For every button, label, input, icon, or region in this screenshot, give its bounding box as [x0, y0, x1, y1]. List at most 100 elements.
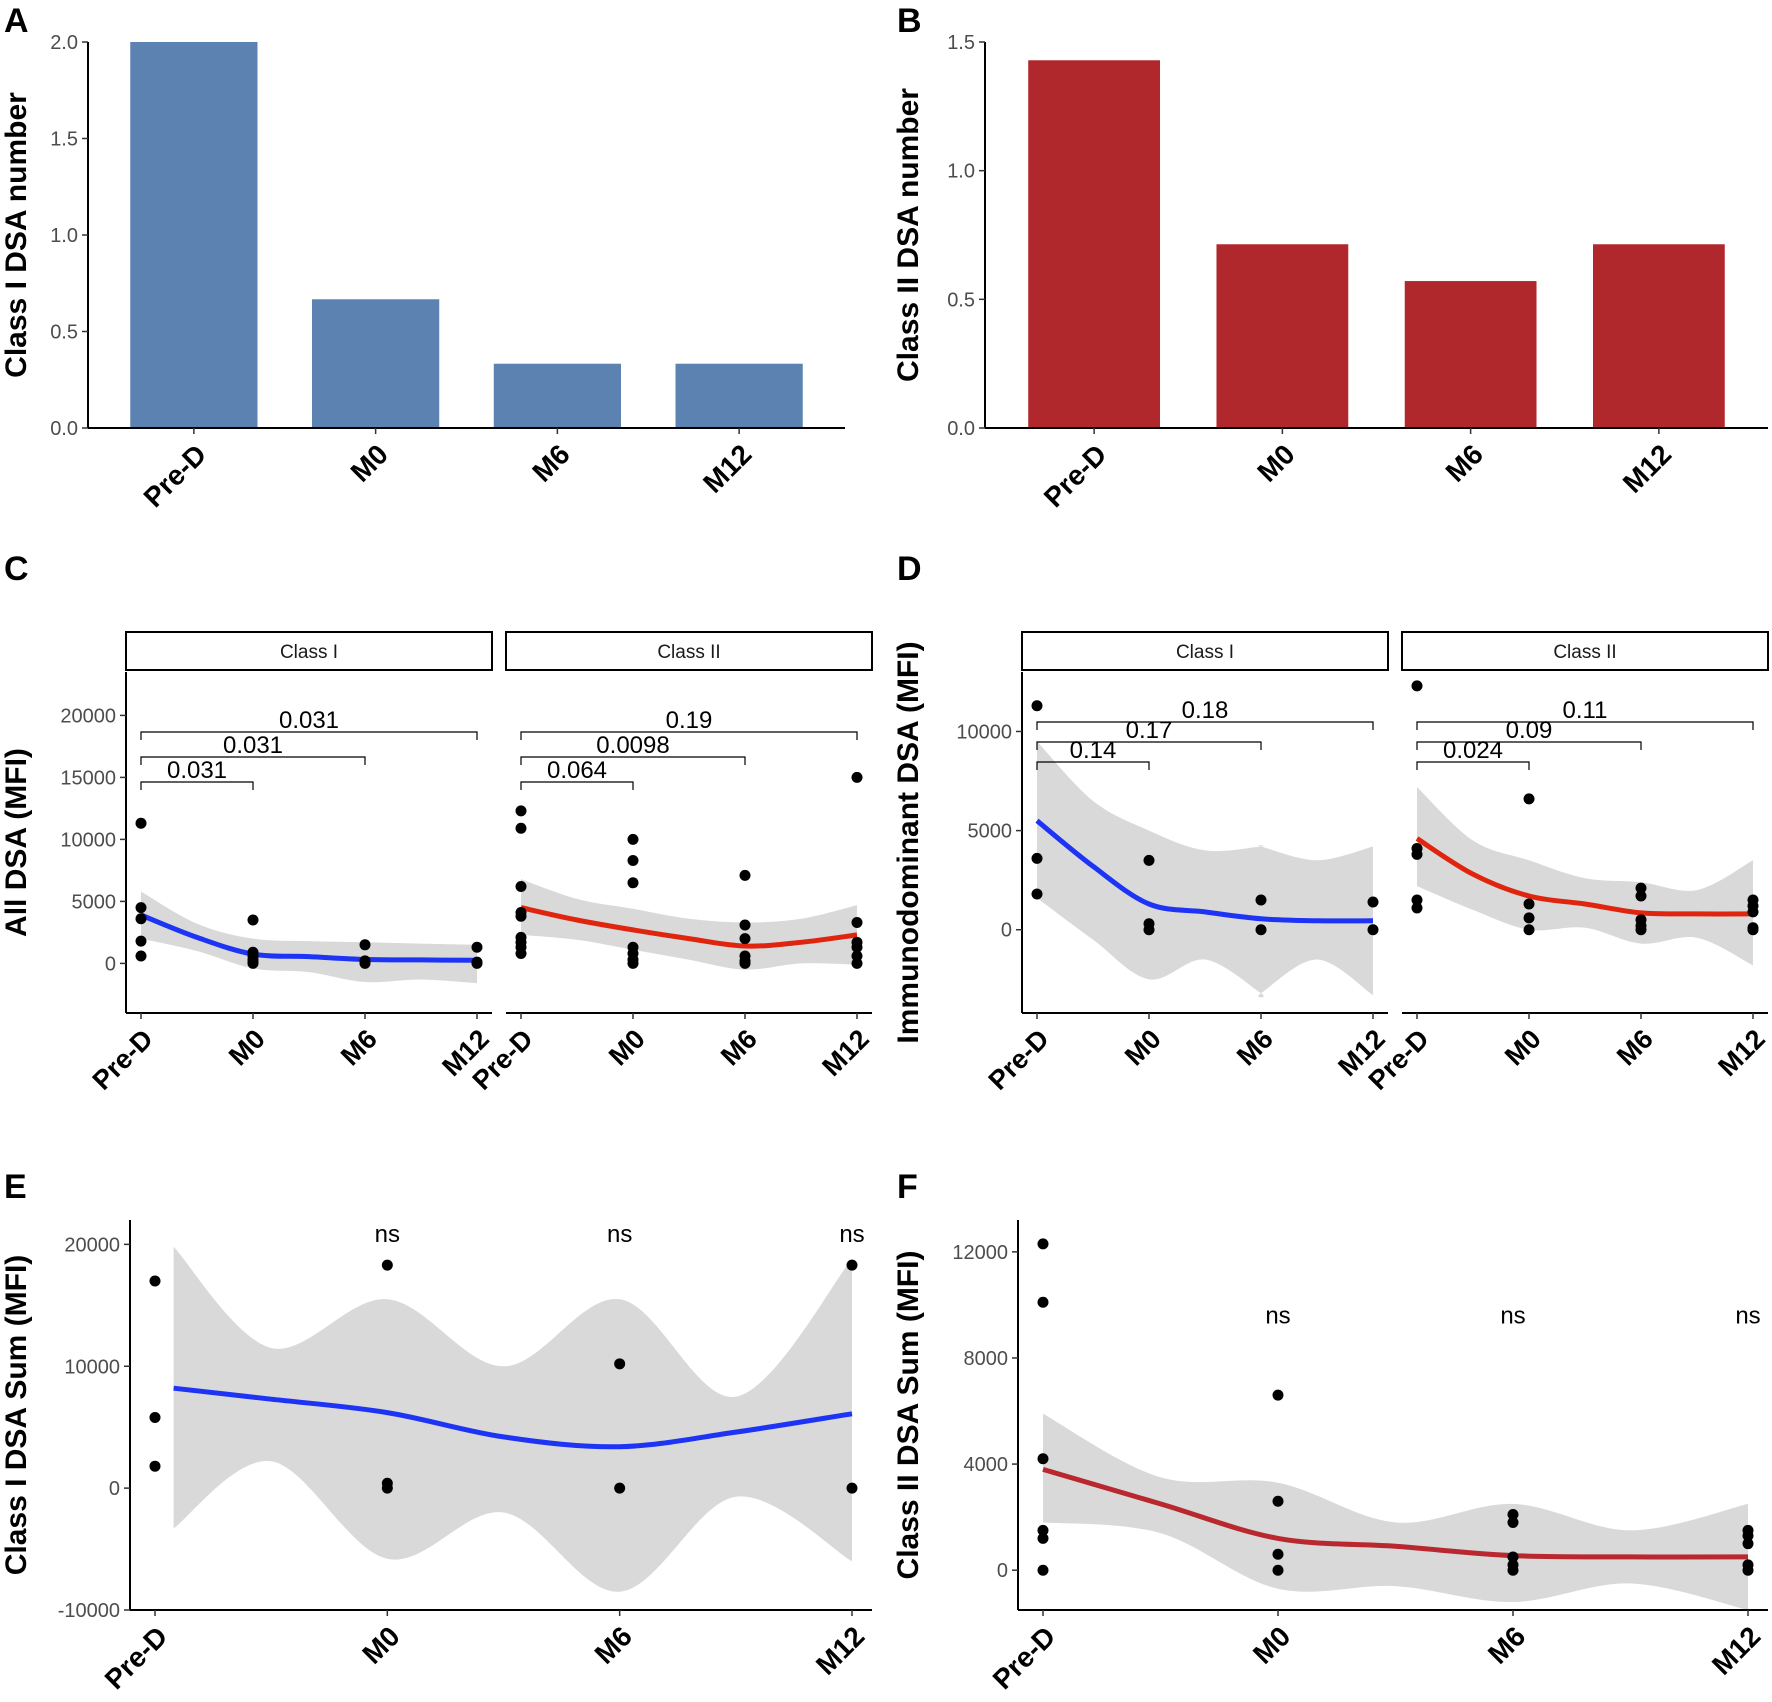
x-tick-label: M0	[603, 1024, 651, 1072]
significance-bracket	[1416, 761, 1530, 770]
y-axis-title: Class II DSA Sum (MFI)	[892, 1251, 925, 1580]
data-point	[1031, 888, 1043, 900]
data-point	[1507, 1516, 1519, 1528]
panel-label-e: E	[4, 1168, 27, 1206]
panel-label-b: B	[897, 2, 922, 40]
confidence-ribbon	[1417, 787, 1753, 966]
x-tick-label: Pre-D	[983, 1024, 1055, 1096]
p-value-label: 0.19	[666, 707, 713, 734]
data-point	[1031, 700, 1043, 712]
data-point	[1411, 848, 1423, 860]
data-point	[627, 854, 639, 866]
bar-m6	[493, 363, 621, 428]
significance-label: ns	[1500, 1302, 1525, 1329]
data-point	[1143, 924, 1155, 936]
data-point	[149, 1275, 161, 1287]
significance-bracket	[140, 756, 366, 765]
data-point	[1411, 902, 1423, 914]
data-point	[1255, 924, 1267, 936]
data-point	[1635, 882, 1647, 894]
data-point	[851, 916, 863, 928]
data-point	[846, 1259, 858, 1271]
data-point	[627, 957, 639, 969]
panel-a: 0.0 0.5 1.0 1.5 2.0 Pre-D M0 M6 M12 Class I DSA n…	[0, 32, 845, 513]
data-point	[381, 1259, 393, 1271]
data-point	[1523, 898, 1535, 910]
confidence-ribbon	[173, 1246, 853, 1592]
data-point	[851, 771, 863, 783]
significance-bracket	[1036, 761, 1150, 770]
x-tick-label: M0	[345, 438, 394, 487]
bar-pre-d	[1028, 60, 1161, 429]
panel-label-c: C	[4, 550, 29, 588]
y-tick-label: 0	[997, 1560, 1008, 1582]
y-tick-label: 4000	[964, 1454, 1009, 1476]
y-axis-title: Immunodominant DSA (MFI)	[892, 641, 925, 1043]
smooth-line	[173, 1385, 853, 1450]
data-point	[1507, 1564, 1519, 1576]
panel-e: -10000 0 10000 20000 ns ns ns Pre-D M0 M6 M12 Class…	[0, 1220, 872, 1695]
data-point	[739, 919, 751, 931]
y-axis-title: All DSA (MFI)	[0, 748, 33, 937]
y-tick-label: 1.5	[947, 32, 975, 54]
facet-strip-label: Class II	[1553, 642, 1616, 663]
data-point	[1272, 1389, 1284, 1401]
data-point	[515, 881, 527, 893]
bar-m6	[1404, 281, 1537, 428]
data-point	[515, 822, 527, 834]
data-point	[627, 877, 639, 889]
y-tick-label: 0.0	[50, 418, 78, 440]
y-tick-label: 12000	[952, 1242, 1008, 1264]
x-tick-label: M6	[526, 438, 575, 487]
y-tick-label: 20000	[60, 705, 116, 727]
y-tick-label: 0	[105, 953, 116, 975]
significance-bracket	[140, 731, 478, 740]
confidence-ribbon	[1037, 741, 1373, 998]
data-point	[1523, 793, 1535, 805]
panel-label-f: F	[897, 1168, 918, 1206]
smooth-line	[140, 912, 478, 963]
x-tick-label: Pre-D	[87, 1024, 159, 1096]
data-point	[1523, 912, 1535, 924]
bar-m0	[312, 299, 440, 428]
x-tick-label: M0	[1251, 438, 1300, 487]
y-tick-label: 5000	[72, 891, 117, 913]
data-point	[515, 910, 527, 922]
significance-label: ns	[839, 1221, 864, 1248]
significance-bracket	[520, 731, 858, 740]
panel-d: 0 5000 10000 Immunodominant DSA (MFI) Class …	[892, 631, 1771, 1096]
data-point	[359, 957, 371, 969]
y-axis-title: Class I DSA Sum (MFI)	[0, 1255, 33, 1576]
panel-b: 0.0 0.5 1.0 1.5 Pre-D M0 M6 M12 Class II DSA num…	[892, 32, 1768, 513]
p-value-label: 0.11	[1563, 697, 1608, 724]
data-point	[1635, 890, 1647, 902]
data-point	[149, 1411, 161, 1423]
y-tick-label: 0.5	[50, 322, 78, 344]
p-value-label: 0.09	[1506, 717, 1553, 744]
bar-m12	[675, 363, 803, 428]
significance-label: ns	[607, 1221, 632, 1248]
data-point	[1272, 1548, 1284, 1560]
data-point	[1742, 1538, 1754, 1550]
panel-label-a: A	[4, 2, 29, 40]
y-tick-label: 1.5	[50, 129, 78, 151]
x-tick-label: M6	[1440, 438, 1489, 487]
x-tick-label: M12	[1706, 1620, 1766, 1680]
y-tick-label: 2.0	[50, 32, 78, 54]
data-point	[851, 957, 863, 969]
data-point	[614, 1482, 626, 1494]
data-point	[1635, 924, 1647, 936]
data-point	[471, 941, 483, 953]
data-point	[1367, 896, 1379, 908]
significance-bracket	[1416, 721, 1754, 730]
data-point	[614, 1358, 626, 1370]
y-tick-label: 5000	[968, 821, 1013, 843]
data-point	[247, 914, 259, 926]
y-tick-label: 20000	[64, 1234, 120, 1256]
significance-label: ns	[375, 1221, 400, 1248]
data-point	[247, 957, 259, 969]
data-point	[627, 833, 639, 845]
